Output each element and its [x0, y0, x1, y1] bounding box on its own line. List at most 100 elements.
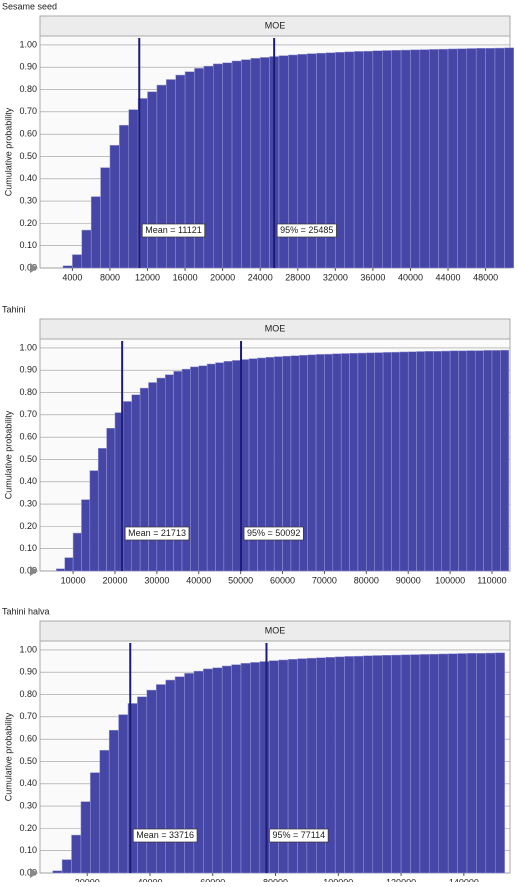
x-tick-label: 90000 — [396, 575, 421, 585]
bar — [447, 48, 458, 269]
y-tick-label: 0.80 — [19, 387, 37, 397]
x-tick-label: 10000 — [61, 575, 86, 585]
bar — [357, 352, 367, 572]
bar — [184, 673, 195, 874]
bar — [241, 59, 252, 269]
bar — [424, 351, 434, 572]
y-tick-label: 0.20 — [19, 521, 37, 531]
y-tick-label: 0.00 — [19, 565, 37, 575]
bar — [109, 145, 120, 269]
x-tick-label: 70000 — [312, 575, 337, 585]
bar — [494, 652, 505, 874]
bar — [166, 79, 176, 269]
bar — [128, 109, 139, 269]
bar — [131, 394, 141, 572]
chart-heading: Sesame seed — [2, 1, 57, 11]
bar — [483, 350, 493, 572]
bar — [108, 729, 119, 874]
bar — [382, 655, 392, 874]
bar — [203, 668, 214, 874]
bar — [399, 351, 409, 572]
bar — [391, 50, 402, 269]
y-tick-label: 0.90 — [19, 365, 37, 375]
bar — [438, 653, 449, 874]
bar — [410, 49, 421, 269]
bar — [81, 229, 92, 269]
y-tick-label: 0.60 — [19, 129, 37, 139]
y-tick-label: 0.80 — [19, 689, 37, 699]
marker-label: 95% = 25485 — [276, 223, 337, 238]
y-axis-label: Cumulative probability — [3, 410, 13, 499]
x-tick-label: 28000 — [285, 272, 310, 282]
bar — [52, 870, 63, 874]
bar — [164, 374, 174, 572]
bar — [366, 352, 375, 572]
bar — [500, 349, 509, 572]
y-tick-label: 0.90 — [19, 667, 37, 677]
y-tick-label: 0.20 — [19, 218, 37, 228]
bar — [433, 351, 442, 572]
x-tick-label: 20000 — [75, 877, 100, 882]
x-tick-label: 8000 — [100, 272, 120, 282]
bar — [193, 670, 204, 874]
bar — [100, 167, 111, 269]
bar — [184, 71, 195, 269]
bar — [123, 401, 132, 572]
bar — [215, 362, 225, 572]
y-tick-label: 0.70 — [19, 711, 37, 721]
y-tick-label: 0.30 — [19, 195, 37, 205]
x-tick-label: 60000 — [200, 877, 225, 882]
marker-label-text: Mean = 21713 — [128, 528, 186, 538]
bar — [410, 654, 421, 874]
bar — [372, 655, 383, 874]
bar — [213, 63, 223, 269]
bar — [146, 689, 157, 874]
x-tick-label: 80000 — [354, 575, 379, 585]
bar — [165, 679, 176, 874]
x-tick-label: 50000 — [228, 575, 253, 585]
chart-title: MOE — [265, 625, 286, 635]
x-tick-label: 30000 — [144, 575, 169, 585]
bar — [353, 655, 364, 874]
marker-label-text: Mean = 33716 — [136, 830, 194, 840]
chart-title: MOE — [265, 323, 286, 333]
x-tick-label: 36000 — [360, 272, 385, 282]
bar — [190, 366, 200, 572]
bar — [324, 353, 334, 572]
bar — [148, 382, 158, 572]
bar — [504, 47, 515, 269]
bar — [81, 499, 91, 572]
bar — [156, 84, 167, 269]
marker-label-text: Mean = 11121 — [145, 225, 201, 235]
x-tick-label: 40000 — [137, 877, 162, 882]
y-tick-label: 0.00 — [19, 262, 37, 272]
bar — [416, 351, 426, 572]
bar — [363, 655, 374, 874]
bar — [485, 48, 496, 269]
x-tick-label: 32000 — [323, 272, 348, 282]
bar — [400, 654, 411, 874]
bar — [476, 653, 487, 874]
bar — [194, 68, 205, 269]
y-tick-label: 1.00 — [19, 644, 37, 654]
bar — [419, 49, 430, 269]
bar — [372, 50, 383, 269]
bar — [64, 557, 74, 572]
bar — [491, 350, 501, 572]
x-tick-label: 140000 — [449, 877, 479, 882]
bar — [438, 48, 449, 269]
bar — [72, 254, 83, 269]
y-tick-label: 0.40 — [19, 476, 37, 486]
marker-label: Mean = 21713 — [124, 526, 190, 541]
bar — [221, 665, 232, 874]
x-tick-label: 12000 — [135, 272, 160, 282]
bar — [391, 351, 401, 572]
bar — [400, 49, 411, 269]
bar — [72, 532, 82, 572]
bar — [106, 427, 116, 572]
bar — [457, 48, 468, 269]
bar — [240, 663, 251, 874]
bar — [156, 684, 166, 874]
bar — [212, 667, 223, 874]
